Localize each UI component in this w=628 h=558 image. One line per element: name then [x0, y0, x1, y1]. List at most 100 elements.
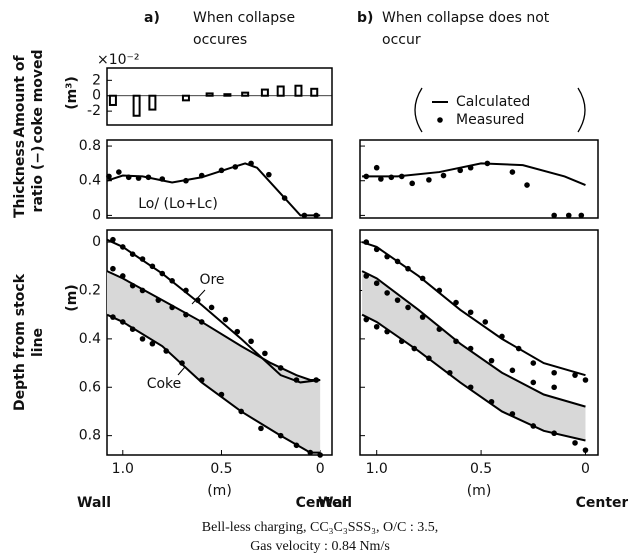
- measured-point: [515, 345, 522, 352]
- measured-point: [419, 314, 426, 320]
- plot-frame: [106, 229, 333, 456]
- caption: Gas velocity : 0.84 Nm/s: [250, 539, 390, 554]
- panel-title: When collapse: [193, 10, 295, 26]
- measured-point: [373, 323, 380, 330]
- measured-point: [388, 174, 395, 181]
- measured-point: [129, 282, 136, 289]
- measured-point: [572, 372, 578, 378]
- plot-frame: [359, 139, 599, 219]
- measured-point: [426, 355, 432, 362]
- measured-point: [194, 297, 201, 303]
- bar: [108, 94, 117, 106]
- measured-point: [398, 173, 405, 180]
- measured-point: [110, 265, 116, 272]
- measured-point: [208, 304, 215, 311]
- measured-point: [499, 333, 505, 340]
- measured-point: [183, 311, 189, 318]
- measured-point: [457, 167, 464, 174]
- measured-point: [119, 244, 126, 250]
- measured-point: [530, 360, 537, 366]
- measured-point: [110, 236, 116, 243]
- measured-point: [129, 326, 136, 332]
- measured-point: [565, 212, 572, 219]
- measured-point: [482, 319, 489, 325]
- measured-point: [281, 195, 288, 201]
- y-tick-label: 0: [92, 207, 101, 223]
- x-right-label: Center: [576, 495, 628, 511]
- measured-point: [179, 360, 185, 366]
- measured-point: [116, 169, 122, 175]
- x-tick-label: 1.0: [366, 461, 388, 477]
- y-tick-label: 0.8: [79, 138, 101, 154]
- measured-point: [198, 172, 205, 179]
- measured-point: [530, 379, 537, 386]
- caption: Bell-less charging, CC₃C₃SSS₃, O/C : 3.5…: [202, 520, 438, 535]
- measured-point: [169, 278, 175, 284]
- y-tick-label: 0.4: [79, 173, 101, 189]
- measured-point: [119, 273, 126, 279]
- measured-point: [293, 377, 300, 383]
- coke-layer: [107, 271, 321, 453]
- plot-frame: [359, 229, 599, 456]
- plot-frame: [106, 67, 333, 126]
- y-tick-label: 0: [92, 88, 101, 104]
- measured-point: [384, 328, 390, 335]
- measured-point: [484, 160, 491, 167]
- measured-point: [248, 160, 254, 167]
- measured-point: [139, 256, 146, 262]
- calculated-line: [106, 162, 321, 217]
- leader-line: [191, 289, 206, 305]
- measured-point: [551, 430, 557, 437]
- y-axis-label: ratio (−): [30, 146, 46, 213]
- measured-point: [446, 369, 453, 376]
- measured-point: [313, 377, 320, 383]
- y-tick-label: 0.4: [79, 331, 101, 347]
- x-tick-label: 0: [581, 461, 590, 477]
- measured-point: [509, 169, 516, 175]
- measured-point: [426, 177, 432, 183]
- x-axis-label: (m): [467, 483, 492, 499]
- measured-point: [405, 304, 411, 311]
- bar: [181, 94, 190, 102]
- measured-point: [125, 174, 132, 181]
- x-tick-label: 0.5: [470, 461, 492, 477]
- measured-point: [411, 345, 418, 352]
- measured-point: [436, 287, 443, 294]
- x-axis-label: (m): [207, 483, 232, 499]
- bar: [241, 91, 250, 97]
- measured-point: [572, 440, 578, 446]
- plot-frame: [106, 139, 333, 219]
- y-tick-label: 0.2: [79, 282, 101, 298]
- measured-point: [398, 338, 405, 345]
- measured-point: [313, 212, 320, 219]
- measured-point: [139, 287, 146, 294]
- measured-point: [218, 167, 225, 174]
- measured-point: [363, 316, 370, 323]
- measured-point: [524, 182, 530, 188]
- y-tick-label: -2: [87, 103, 101, 119]
- measured-point: [169, 304, 175, 311]
- calculated-line: [361, 313, 586, 442]
- y-axis-label: Thickness: [12, 140, 28, 218]
- calculated-line: [362, 162, 586, 186]
- calculated-line: [106, 270, 321, 381]
- measured-point: [110, 314, 116, 320]
- measured-point: [384, 290, 390, 296]
- measured-point: [509, 411, 516, 417]
- bar: [148, 94, 157, 111]
- measured-point: [262, 350, 268, 357]
- x-left-label: Wall: [77, 495, 111, 511]
- measured-point: [373, 280, 380, 287]
- x-tick-label: 0.5: [210, 461, 232, 477]
- measured-point: [373, 246, 380, 253]
- measured-point: [222, 316, 229, 323]
- measured-point: [198, 319, 205, 325]
- axis-multiplier: ×10⁻²: [97, 52, 140, 68]
- measured-point: [183, 177, 189, 184]
- bar: [294, 84, 303, 97]
- measured-point: [155, 297, 162, 303]
- x-tick-label: 0: [316, 461, 325, 477]
- bar: [276, 85, 285, 97]
- measured-point: [232, 164, 239, 170]
